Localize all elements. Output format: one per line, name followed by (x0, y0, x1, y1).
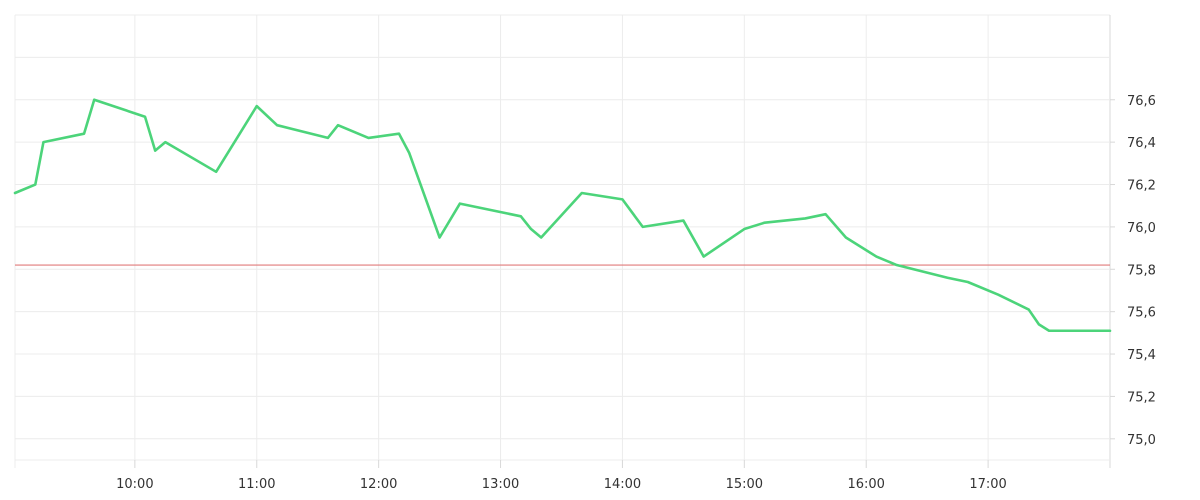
x-tick-label: 12:00 (360, 477, 397, 492)
grid (14, 14, 1111, 468)
series-layer (13, 98, 1112, 333)
y-tick-label: 76,0 (1127, 221, 1156, 236)
y-tick-label: 75,2 (1127, 390, 1156, 405)
x-tick-label: 13:00 (482, 477, 519, 492)
x-axis: 10:00 11:00 12:00 13:00 14:00 15:00 16:00 17:00 (116, 460, 1007, 492)
y-tick-label: 76,2 (1127, 179, 1156, 194)
y-tick-label: 76,4 (1127, 136, 1156, 151)
y-tick-label: 75,6 (1127, 306, 1156, 321)
x-tick-label: 16:00 (847, 477, 884, 492)
x-tick-label: 10:00 (116, 477, 153, 492)
y-tick-label: 75,8 (1127, 263, 1156, 278)
y-axis: 75,0 75,2 75,4 75,6 75,8 76,0 76,2 76,4 76,6 (1110, 94, 1156, 448)
x-tick-label: 11:00 (238, 477, 275, 492)
y-tick-label: 76,6 (1127, 94, 1156, 109)
y-tick-label: 75,0 (1127, 433, 1156, 448)
x-tick-label: 14:00 (604, 477, 641, 492)
x-tick-label: 15:00 (726, 477, 763, 492)
y-tick-label: 75,4 (1127, 348, 1156, 363)
series-line (13, 98, 1112, 333)
x-tick-label: 17:00 (969, 477, 1006, 492)
